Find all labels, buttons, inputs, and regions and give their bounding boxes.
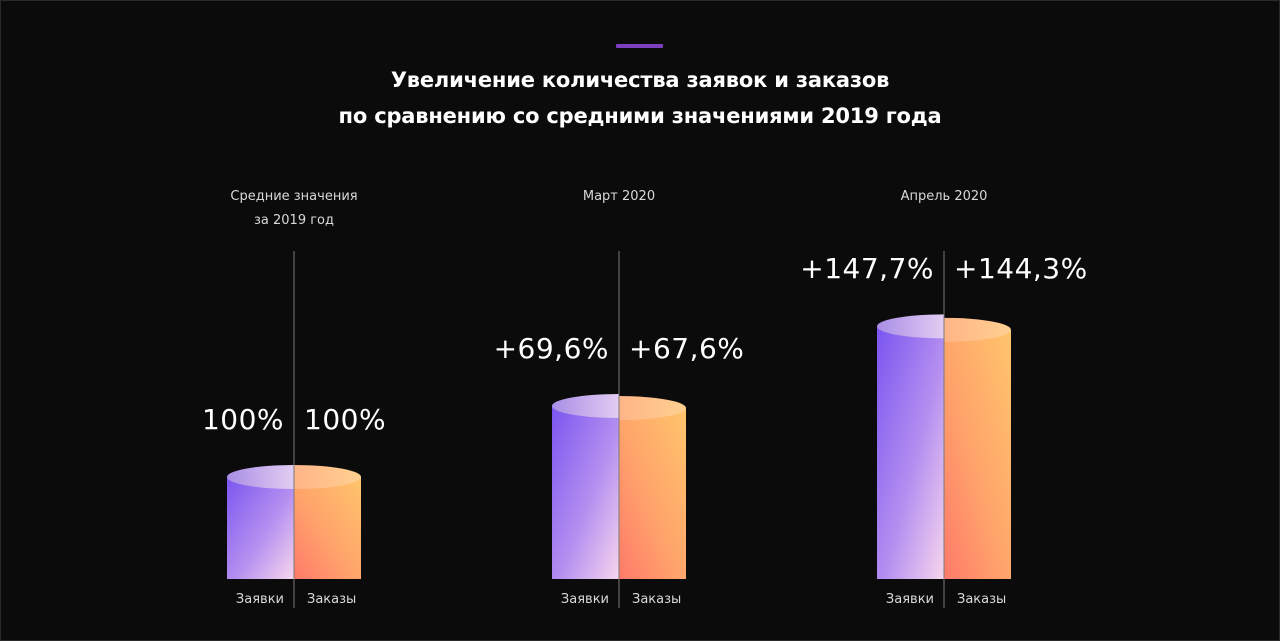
pct-label-zakazy-3: +144,3% (954, 252, 1088, 286)
group-label-line-1: Апрель 2020 (900, 189, 988, 204)
bar-top-zayavki-2 (552, 394, 619, 419)
title-line-1: Увеличение количества заявок и заказов (390, 68, 890, 92)
group-label-3: Апрель 2020 (824, 185, 1064, 209)
bar-top-zakazy-3 (944, 317, 1011, 342)
bar-top-zayavki-1 (227, 465, 294, 489)
chart-title: Увеличение количества заявок и заказов п… (0, 62, 1280, 134)
category-label-zayavki-3: Заявки (885, 592, 934, 607)
group-label-line-1: Средние значения (230, 189, 358, 204)
group-label-line-1: Март 2020 (582, 189, 656, 204)
category-label-zakazy-3: Заказы (957, 592, 1007, 607)
bar-top-zakazy-1 (294, 465, 361, 489)
group-label-line-2: за 2019 год (254, 213, 334, 228)
category-label-zakazy-1: Заказы (307, 592, 357, 607)
bar-zakazy-1 (294, 477, 361, 579)
bar-zayavki-2 (552, 406, 619, 579)
pct-label-zakazy-1: 100% (304, 403, 387, 436)
pct-label-zayavki-3: +147,7% (800, 252, 934, 286)
category-label-zakazy-2: Заказы (632, 592, 682, 607)
pct-label-zayavki-1: 100% (201, 403, 284, 436)
pct-label-zakazy-2: +67,6% (629, 332, 745, 365)
bar-zakazy-2 (619, 408, 686, 579)
group-label-1: Средние значения за 2019 год (174, 185, 414, 233)
pct-label-zayavki-2: +69,6% (493, 332, 609, 365)
bar-zayavki-1 (227, 477, 294, 579)
bar-top-zayavki-3 (877, 314, 944, 339)
bar-zakazy-3 (944, 329, 1011, 579)
category-label-zayavki-1: Заявки (235, 592, 284, 607)
accent-bar (616, 44, 663, 48)
group-label-2: Март 2020 (499, 185, 739, 209)
title-line-2: по сравнению со средними значениями 2019… (338, 104, 942, 128)
bar-zayavki-3 (877, 326, 944, 579)
category-label-zayavki-2: Заявки (560, 592, 609, 607)
bar-top-zakazy-2 (619, 396, 686, 421)
